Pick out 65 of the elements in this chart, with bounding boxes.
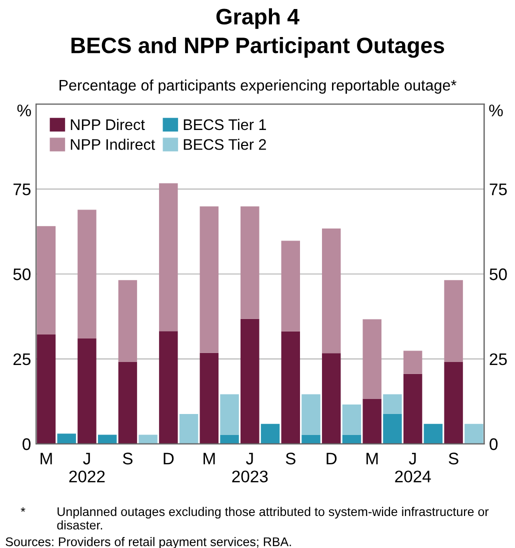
- legend-label: NPP Direct: [70, 118, 145, 130]
- bar: [302, 394, 320, 435]
- chart-subtitle: Percentage of participants experiencing reportable outage*: [60, 79, 456, 94]
- bar: [220, 394, 239, 435]
- x-tick-label: S: [122, 452, 132, 464]
- bar: [322, 353, 341, 444]
- bar: [281, 240, 300, 332]
- bar: [179, 414, 198, 444]
- bar: [362, 319, 382, 399]
- x-tick-label: M: [366, 452, 378, 464]
- bar: [220, 434, 239, 444]
- bar: [200, 206, 219, 353]
- bar: [118, 362, 138, 444]
- bar: [36, 226, 56, 334]
- bar: [444, 280, 463, 362]
- bar: [57, 434, 76, 444]
- y-axis-title: %: [17, 104, 31, 116]
- bar: [281, 331, 300, 444]
- bar: [383, 394, 402, 414]
- y-tick-label: 75: [14, 184, 30, 196]
- bar: [424, 424, 443, 444]
- x-tick-label: M: [204, 452, 215, 464]
- bar: [403, 374, 422, 444]
- bar: [362, 398, 382, 444]
- legend-label: BECS Tier 2: [184, 138, 266, 150]
- y-tick-label: 0: [22, 438, 31, 450]
- bar: [36, 334, 56, 444]
- bar: [200, 352, 219, 444]
- bar: [260, 424, 280, 444]
- y2-tick-label: 75: [490, 184, 507, 196]
- bar: [78, 338, 96, 444]
- bar: [383, 414, 402, 444]
- x-tick-label: J 2024: [395, 452, 431, 482]
- bar: [464, 424, 484, 444]
- bar: [322, 228, 341, 354]
- x-tick-label: J 2022: [69, 452, 105, 482]
- text: * Unplanned outages excluding those attributed to system-wide infrastructure or disaster.: [20, 506, 489, 530]
- legend-label: NPP Indirect: [70, 138, 156, 150]
- bar: [118, 280, 138, 362]
- bar: [240, 318, 260, 444]
- x-tick-label: M: [40, 452, 52, 464]
- y2-tick-label: 25: [490, 353, 507, 366]
- bar: [138, 434, 158, 444]
- bar: [342, 434, 362, 444]
- x-tick-label: D: [326, 452, 337, 464]
- x-tick-label: D: [164, 452, 174, 464]
- bar: [444, 362, 463, 444]
- bar: [240, 206, 260, 319]
- x-tick-label: J 2023: [232, 452, 268, 482]
- bar: [78, 210, 96, 339]
- legend-label: BECS Tier 1: [184, 118, 266, 130]
- chart-title: Graph 4 BECS and NPP Participant Outages: [71, 8, 444, 58]
- y2-axis-title: %: [489, 104, 503, 116]
- x-tick-label: S: [286, 452, 296, 464]
- bar: [98, 434, 117, 444]
- y-tick-label: 25: [13, 353, 30, 366]
- bar: [302, 434, 320, 444]
- bar: [403, 350, 422, 374]
- y-tick-label: 50: [13, 268, 31, 280]
- bar: [159, 331, 178, 444]
- y2-tick-label: 50: [490, 268, 507, 280]
- bar: [159, 183, 178, 332]
- bar: [342, 404, 362, 435]
- x-tick-label: S: [448, 452, 458, 464]
- y2-tick-label: 0: [490, 438, 498, 450]
